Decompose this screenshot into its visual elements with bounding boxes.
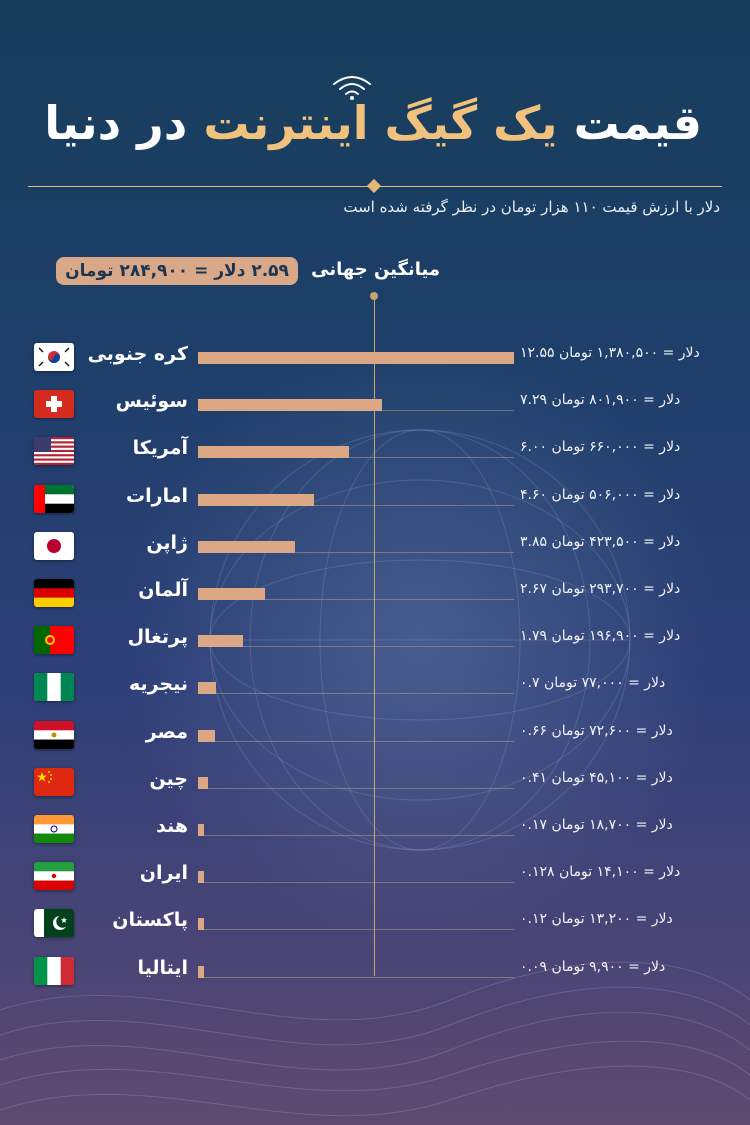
bar: [198, 824, 204, 836]
chart-row: ژاپن ۳.۸۵ دلار = ۴۲۳,۵۰۰ تومان: [0, 526, 750, 570]
bar: [198, 918, 204, 931]
italy-flag-icon: [34, 956, 74, 985]
portugal-flag-icon: [34, 626, 74, 655]
category-label: ژاپن: [146, 531, 188, 554]
chart-row: آمریکا ۶.۰۰ دلار = ۶۶۰,۰۰۰ تومان: [0, 431, 750, 475]
bar-track: [198, 457, 514, 459]
category-label: سوئیس: [115, 390, 188, 413]
bar-track: [198, 929, 514, 931]
data-label: ۳.۸۵ دلار = ۴۲۳,۵۰۰ تومان: [520, 533, 681, 550]
bar-track: [198, 504, 514, 506]
bar-track: [198, 646, 514, 648]
bar: [198, 682, 216, 695]
bar-track: [198, 976, 514, 978]
bar-track: [198, 787, 514, 789]
pakistan-flag-icon: [34, 909, 74, 938]
chart-row: چین ۰.۴۱ دلار = ۴۵,۱۰۰ تومان: [0, 762, 750, 806]
category-label: چین: [149, 767, 188, 790]
data-label: ۰.۶۶ دلار = ۷۲,۶۰۰ تومان: [520, 722, 673, 739]
data-label: ۰.۰۹ دلار = ۹,۹۰۰ تومان: [520, 958, 666, 975]
egypt-flag-icon: [34, 720, 74, 749]
bar-track: [198, 882, 514, 884]
category-label: کره جنوبی: [87, 343, 188, 365]
data-label: ۱۲.۵۵ دلار = ۱,۳۸۰,۵۰۰ تومان: [520, 345, 700, 361]
data-label: ۰.۱۷ دلار = ۱۸,۷۰۰ تومان: [520, 817, 673, 833]
chart-row: آلمان ۲.۶۷ دلار = ۲۹۳,۷۰۰ تومان: [0, 573, 750, 617]
chart-row: ایتالیا ۰.۰۹ دلار = ۹,۹۰۰ تومان: [0, 951, 750, 995]
chart-row: مصر ۰.۶۶ دلار = ۷۲,۶۰۰ تومان: [0, 715, 750, 759]
wifi-icon: [333, 76, 371, 100]
data-label: ۶.۰۰ دلار = ۶۶۰,۰۰۰ تومان: [520, 439, 681, 456]
bar-track: [198, 599, 514, 600]
average-value-pill: ۲.۵۹ دلار = ۲۸۴,۹۰۰ تومان: [56, 257, 298, 285]
category-label: ایران: [139, 862, 188, 885]
average-reference-line: [374, 296, 375, 976]
title-part-2: در دنیا: [44, 96, 188, 150]
japan-flag-icon: [34, 531, 74, 560]
globe-icon: [209, 429, 631, 851]
bar: [198, 871, 204, 884]
subtitle: دلار با ارزش قیمت ۱۱۰ هزار تومان در نظر …: [343, 198, 720, 216]
nigeria-flag-icon: [34, 673, 74, 702]
category-label: آلمان: [138, 579, 188, 601]
category-label: نیجریه: [128, 673, 188, 696]
usa-flag-icon: [34, 437, 74, 466]
bar-track: [198, 693, 514, 695]
data-label: ۰.۱۲ دلار = ۱۳,۲۰۰ تومان: [520, 911, 673, 928]
iran-flag-icon: [34, 862, 74, 891]
chart-row: امارات ۴.۶۰ دلار = ۵۰۶,۰۰۰ تومان: [0, 479, 750, 523]
chart-row: پرتغال ۱.۷۹ دلار = ۱۹۶,۹۰۰ تومان: [0, 620, 750, 664]
bar: [198, 965, 204, 978]
category-label: مصر: [145, 720, 188, 743]
bar: [198, 493, 314, 506]
category-label: امارات: [126, 484, 188, 507]
category-label: ایتالیا: [137, 956, 188, 979]
bar: [198, 446, 350, 459]
data-label: ۷.۲۹ دلار = ۸۰۱,۹۰۰ تومان: [520, 392, 681, 409]
title-part-1: قیمت: [573, 96, 702, 150]
category-label: آمریکا: [132, 437, 188, 460]
bar: [198, 352, 514, 364]
chart-row: کره جنوبی ۱۲.۵۵ دلار = ۱,۳۸۰,۵۰۰ تومان: [0, 337, 750, 381]
title-highlight: یک گیگ اینترنت: [203, 96, 558, 150]
data-label: ۱.۷۹ دلار = ۱۹۶,۹۰۰ تومان: [520, 628, 681, 645]
globe-glow: [120, 340, 720, 940]
bar: [198, 776, 209, 789]
bar: [198, 635, 244, 648]
india-flag-icon: [34, 815, 74, 843]
mesh-wave-decoration: [0, 961, 750, 1117]
bar: [198, 399, 382, 412]
bar: [198, 588, 266, 600]
uae-flag-icon: [34, 484, 74, 513]
category-label: پرتغال: [127, 626, 188, 649]
bar-track: [198, 740, 514, 742]
data-label: ۰.۱۲۸ دلار = ۱۴,۱۰۰ تومان: [520, 864, 681, 881]
category-label: پاکستان: [112, 909, 188, 932]
chart-row: پاکستان ۰.۱۲ دلار = ۱۳,۲۰۰ تومان: [0, 903, 750, 947]
switzerland-flag-icon: [34, 390, 74, 419]
chart-row: هند ۰.۱۷ دلار = ۱۸,۷۰۰ تومان: [0, 809, 750, 853]
average-label: میانگین جهانی: [311, 259, 440, 280]
chart-row: ایران ۰.۱۲۸ دلار = ۱۴,۱۰۰ تومان: [0, 856, 750, 900]
bar-track: [198, 551, 514, 553]
data-label: ۴.۶۰ دلار = ۵۰۶,۰۰۰ تومان: [520, 486, 681, 503]
page-title: قیمت یک گیگ اینترنت در دنیا: [42, 96, 702, 150]
category-label: هند: [156, 815, 188, 837]
bar-track: [198, 835, 514, 836]
data-label: ۰.۴۱ دلار = ۴۵,۱۰۰ تومان: [520, 769, 673, 786]
china-flag-icon: [34, 767, 74, 796]
south-korea-flag-icon: [34, 343, 74, 371]
bar: [198, 540, 295, 553]
chart-row: نیجریه ۰.۷ دلار = ۷۷,۰۰۰ تومان: [0, 667, 750, 711]
data-label: ۰.۷ دلار = ۷۷,۰۰۰ تومان: [520, 675, 666, 692]
data-label: ۲.۶۷ دلار = ۲۹۳,۷۰۰ تومان: [520, 581, 681, 597]
chart-row: سوئیس ۷.۲۹ دلار = ۸۰۱,۹۰۰ تومان: [0, 384, 750, 428]
germany-flag-icon: [34, 579, 74, 607]
bar: [198, 729, 215, 742]
